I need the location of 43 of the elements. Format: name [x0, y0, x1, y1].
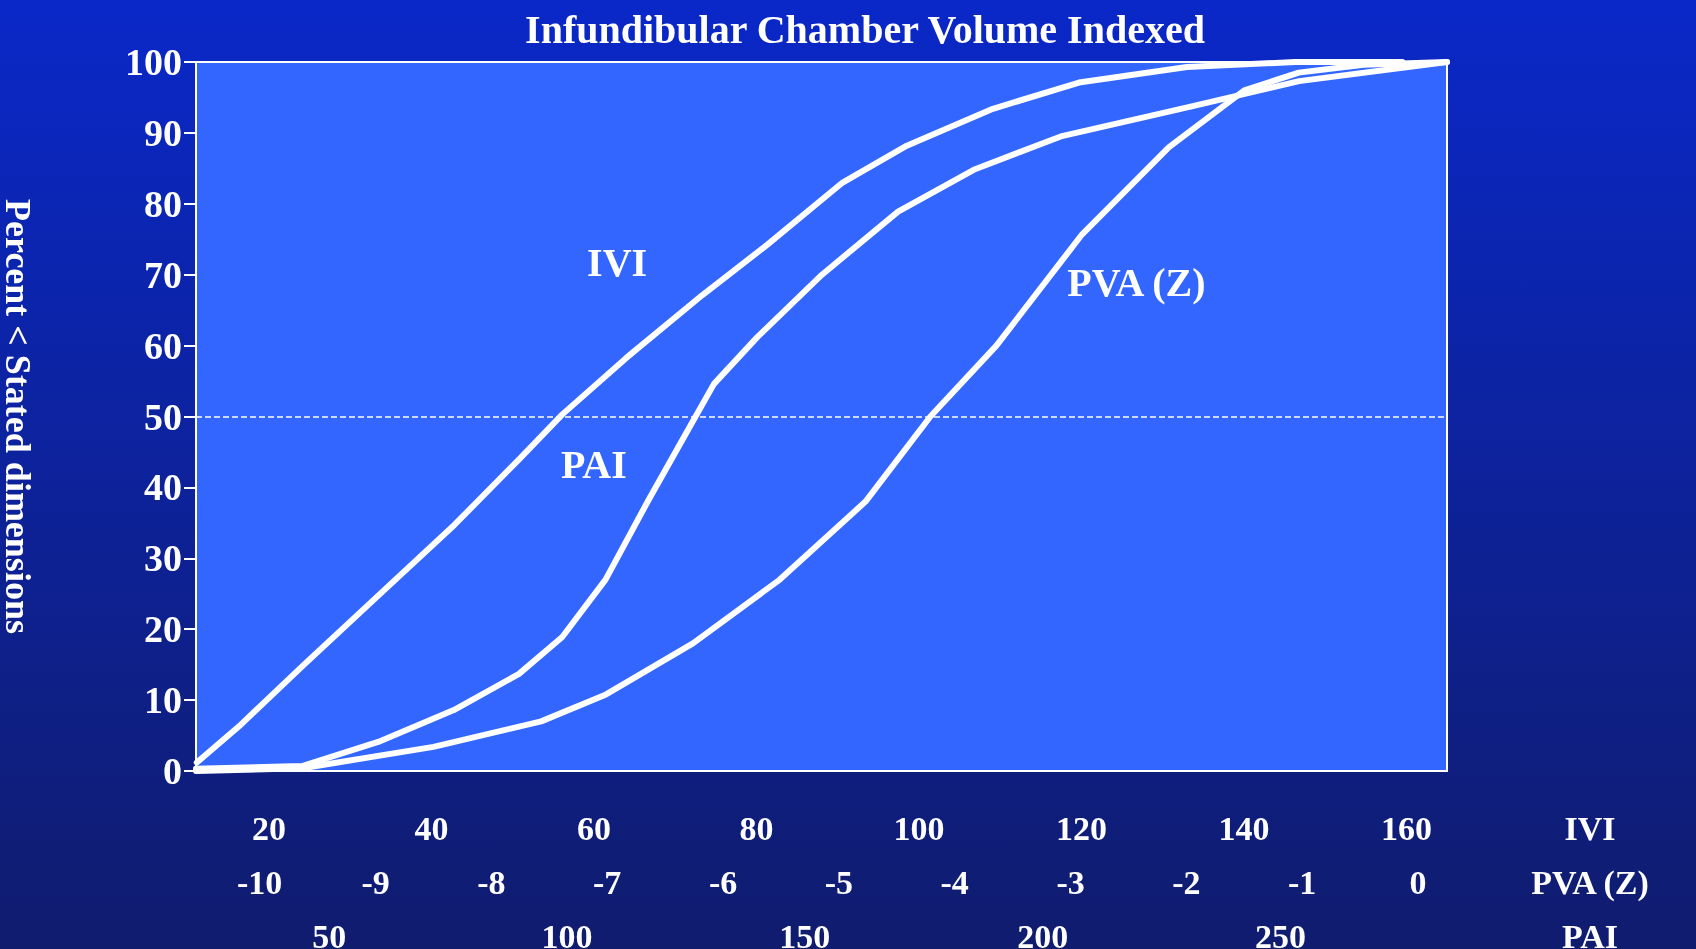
chart-title: Infundibular Chamber Volume Indexed — [525, 6, 1205, 52]
x2-tick-label: -5 — [824, 863, 854, 901]
y-tick-label: 80 — [144, 182, 182, 225]
y-tick-label: 20 — [144, 608, 182, 651]
x2-tick-label: -8 — [477, 863, 506, 901]
x2-axis-title: PVA (Z) — [1531, 863, 1649, 902]
y-tick-label: 0 — [163, 750, 182, 792]
x-tick-label: 100 — [893, 809, 945, 847]
x-axis-title: PAI — [1561, 917, 1619, 949]
y-tick-label: 60 — [144, 324, 182, 367]
x-tick-label: 150 — [779, 917, 831, 949]
x-tick-label: 120 — [1055, 809, 1107, 847]
y-tick-label: 90 — [144, 111, 182, 154]
x2-tick-label: -2 — [1172, 863, 1201, 901]
x-tick-label: 140 — [1218, 809, 1270, 847]
x2-tick-label: -3 — [1056, 863, 1085, 901]
x-tick-label: 250 — [1255, 917, 1307, 949]
y-axis-title: Percent < Stated dimensions — [0, 199, 38, 634]
series-label: IVI — [587, 239, 648, 285]
x-tick-label: 20 — [252, 809, 287, 847]
y-tick-label: 70 — [144, 253, 182, 296]
x-tick-label: 50 — [312, 917, 347, 949]
y-tick-label: 50 — [144, 395, 182, 438]
x-tick-label: 100 — [541, 917, 593, 949]
x2-tick-label: -10 — [237, 863, 283, 901]
x-tick-label: 80 — [739, 809, 774, 847]
y-tick-label: 100 — [125, 41, 182, 83]
x-tick-label: 160 — [1380, 809, 1432, 847]
x2-tick-label: -7 — [593, 863, 622, 901]
x2-tick-label: -1 — [1288, 863, 1317, 901]
x2-tick-label: -6 — [708, 863, 738, 901]
y-tick-label: 10 — [144, 679, 182, 722]
y-tick-label: 40 — [144, 466, 182, 509]
series-label: PVA (Z) — [1067, 260, 1206, 306]
y-tick-label: 30 — [144, 537, 182, 580]
series-label: PAI — [560, 441, 627, 487]
x2-tick-label: -9 — [361, 863, 390, 901]
x-tick-label: 60 — [577, 809, 612, 847]
x2-tick-label: -4 — [940, 863, 969, 901]
x-tick-label: 40 — [414, 809, 449, 847]
x-tick-label: 200 — [1017, 917, 1069, 949]
x-axis-title: IVI — [1564, 809, 1616, 847]
x2-tick-label: 0 — [1409, 863, 1427, 901]
